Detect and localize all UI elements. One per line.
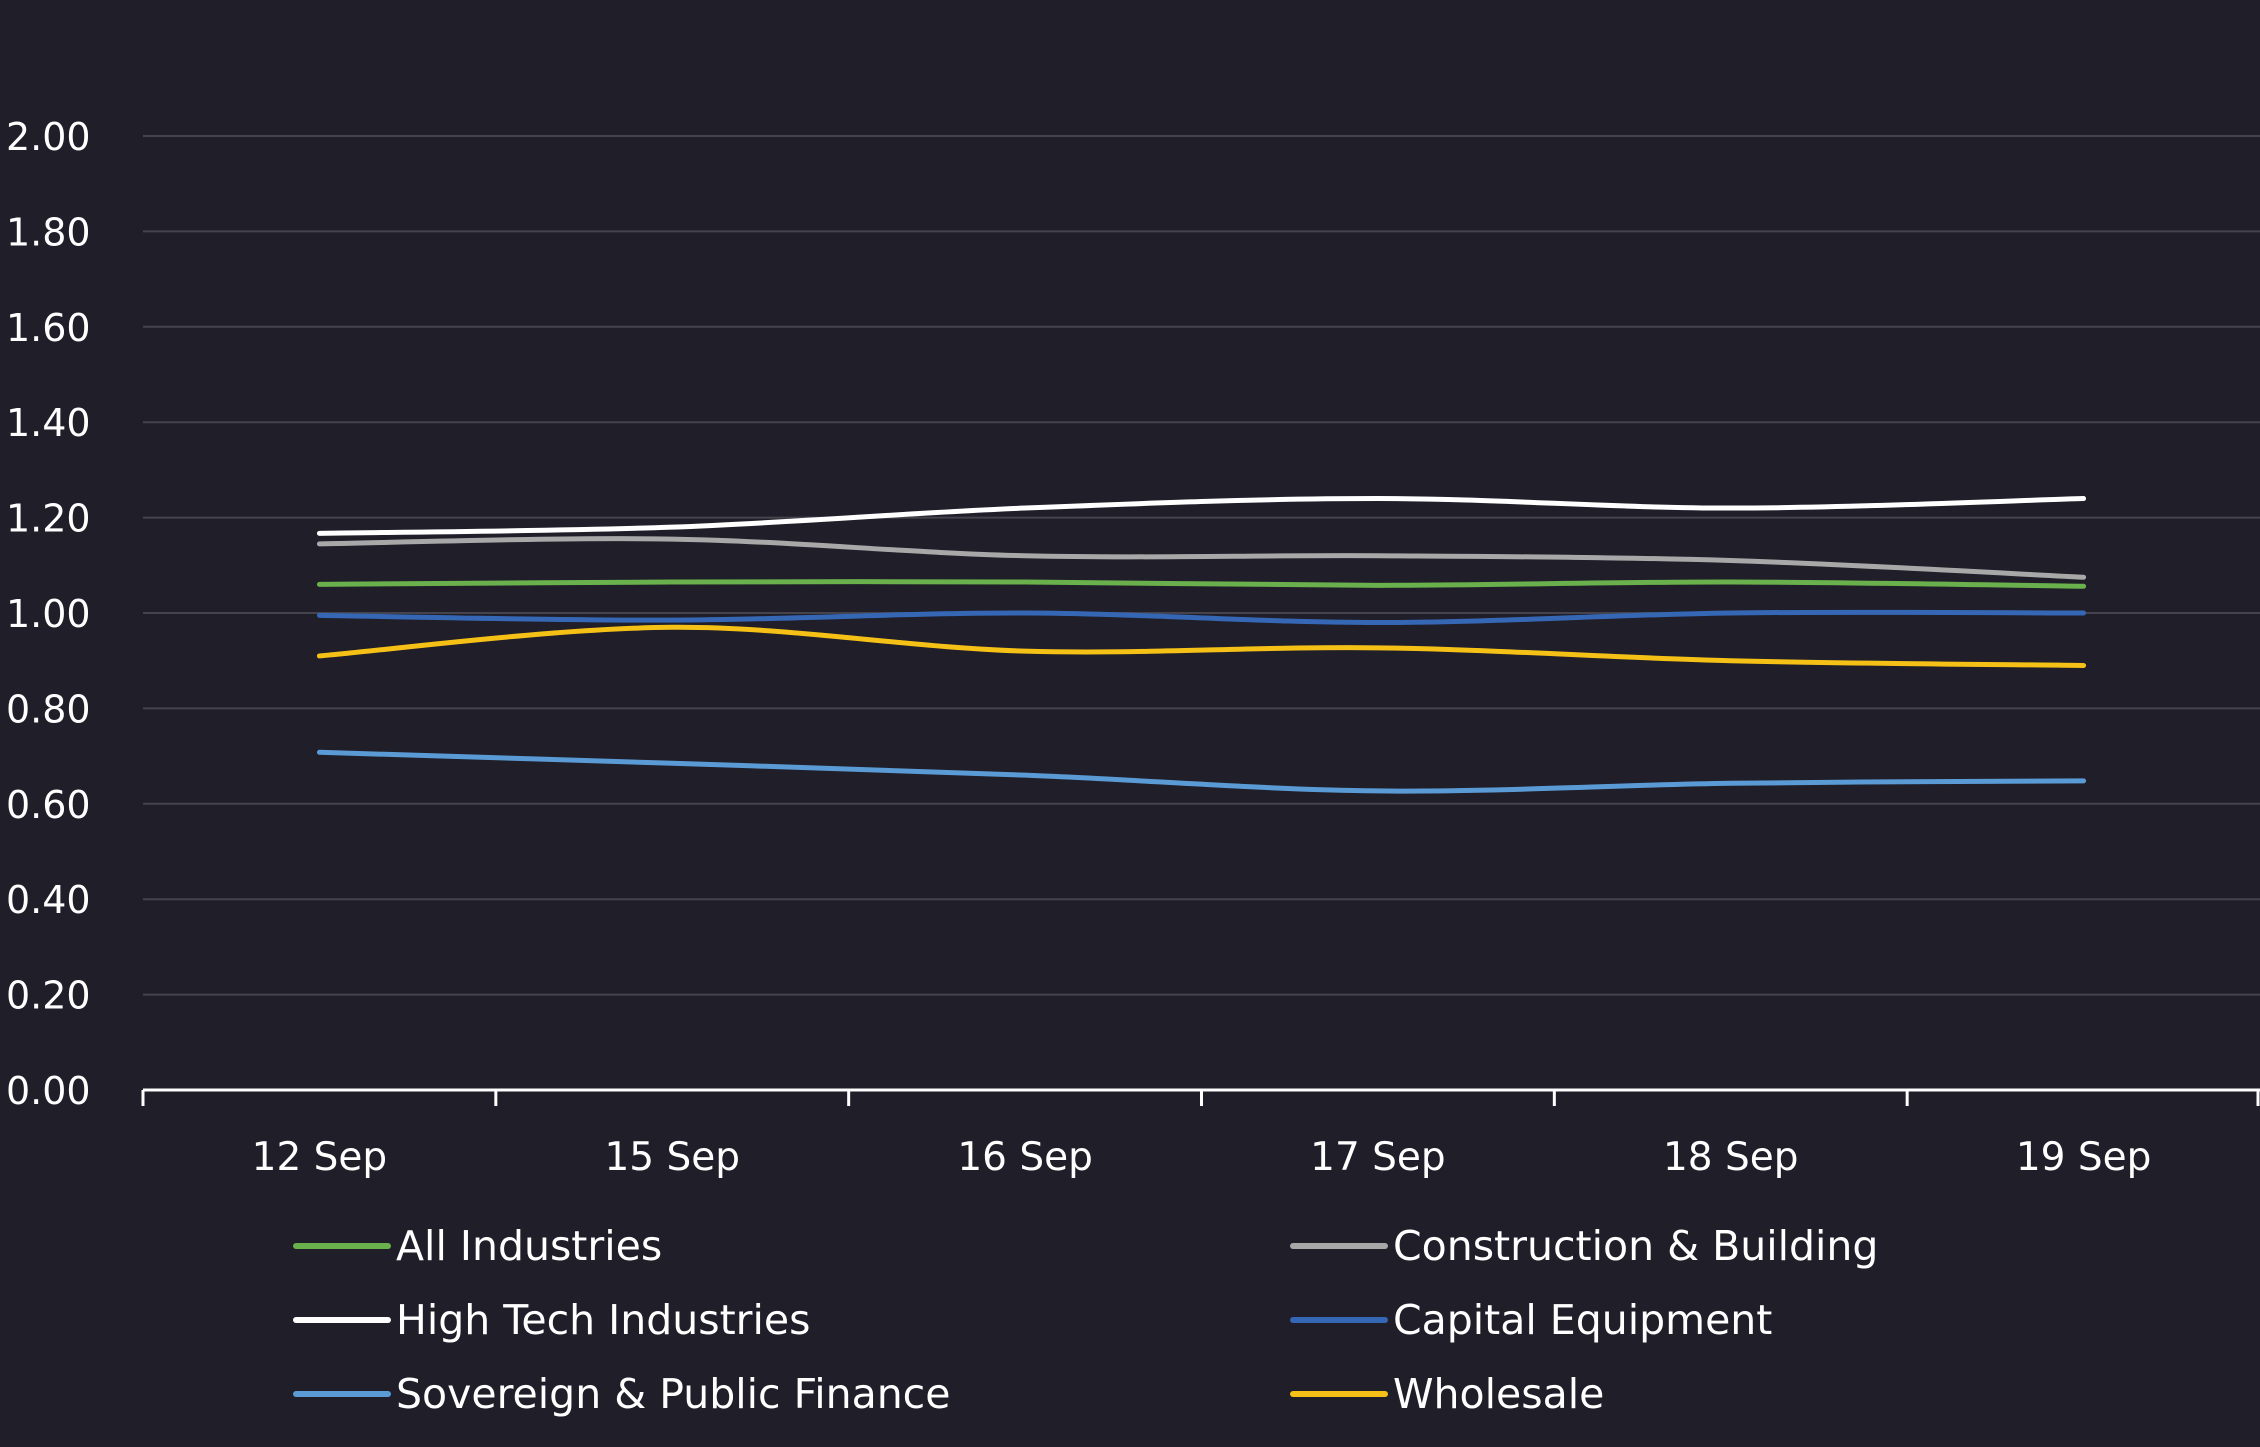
- y-tick-label: 0.60: [6, 783, 91, 827]
- x-tick-label: 15 Sep: [604, 1135, 740, 1180]
- y-axis-tick-labels: 0.00 0.20 0.40 0.60 0.80 1.00 1.20 1.40 1.60 1.80…: [6, 115, 91, 1113]
- y-tick-label: 1.80: [6, 210, 91, 254]
- legend-item-capital-equipment: Capital Equipment: [1290, 1296, 1772, 1344]
- legend-label: All Industries: [396, 1222, 662, 1270]
- legend: All Industries Construction & Building Hig…: [293, 1222, 1878, 1418]
- y-tick-label: 1.20: [6, 497, 91, 541]
- y-tick-label: 0.40: [6, 878, 91, 922]
- legend-item-construction-and-building: Construction & Building: [1290, 1222, 1878, 1270]
- series-line-high-tech-industries: [316, 496, 2087, 536]
- legend-label: High Tech Industries: [396, 1296, 810, 1344]
- series-line-construction-and-building: [316, 536, 2087, 580]
- legend-label: Construction & Building: [1393, 1222, 1878, 1270]
- y-tick-label: 1.00: [6, 592, 91, 636]
- legend-item-sovereign-and-public-finance: Sovereign & Public Finance: [293, 1370, 950, 1418]
- x-tick-label: 16 Sep: [957, 1135, 1093, 1180]
- legend-item-high-tech-industries: High Tech Industries: [293, 1296, 810, 1344]
- y-tick-label: 0.20: [6, 974, 91, 1018]
- series-line-wholesale: [316, 624, 2087, 668]
- y-tick-label: 1.60: [6, 306, 91, 350]
- legend-label: Capital Equipment: [1393, 1296, 1772, 1344]
- series-lines: [316, 496, 2087, 794]
- y-tick-label: 0.00: [6, 1069, 91, 1113]
- series-line-capital-equipment: [316, 609, 2087, 626]
- y-tick-label: 0.80: [6, 687, 91, 731]
- series-line-sovereign-and-public-finance: [316, 749, 2087, 794]
- legend-item-wholesale: Wholesale: [1290, 1370, 1604, 1418]
- x-axis: 12 Sep 15 Sep 16 Sep 17 Sep 18 Sep 19 Sep: [141, 1088, 2260, 1180]
- x-tick-label: 12 Sep: [252, 1135, 388, 1180]
- legend-item-all-industries: All Industries: [293, 1222, 662, 1270]
- series-line-all-industries: [316, 579, 2087, 589]
- y-tick-label: 2.00: [6, 115, 91, 159]
- legend-label: Sovereign & Public Finance: [396, 1370, 950, 1418]
- legend-label: Wholesale: [1393, 1370, 1604, 1418]
- x-tick-label: 17 Sep: [1310, 1135, 1446, 1180]
- x-tick-label: 18 Sep: [1663, 1135, 1799, 1180]
- y-tick-label: 1.40: [6, 401, 91, 445]
- x-tick-label: 19 Sep: [2016, 1135, 2152, 1180]
- gridlines: [143, 135, 2260, 996]
